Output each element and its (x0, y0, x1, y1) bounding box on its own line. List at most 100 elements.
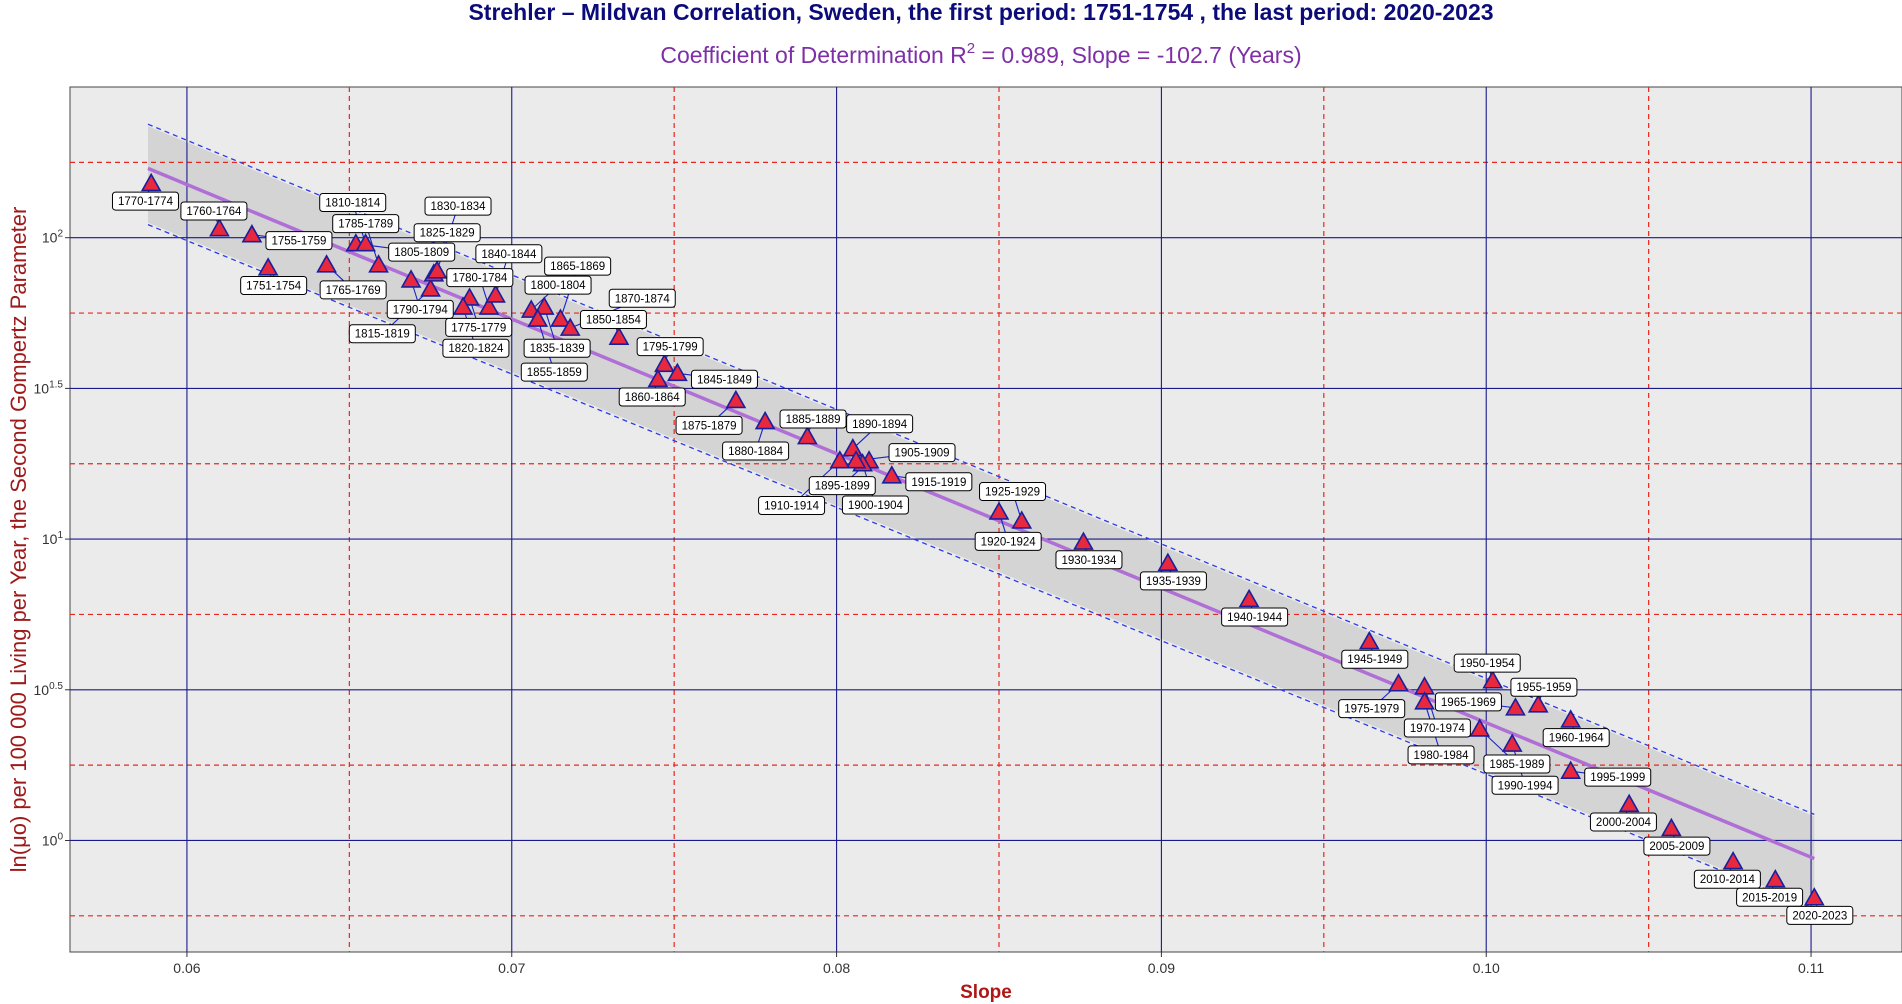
data-point (667, 362, 688, 382)
point-label-box (348, 324, 416, 344)
fit-line (147, 166, 1815, 861)
point-label-box (332, 214, 400, 234)
point-label-box (523, 338, 591, 358)
point-label-box (579, 309, 647, 329)
point-label-box (1542, 728, 1610, 748)
point-label: 1820-1824 (448, 343, 504, 355)
point-label: 1960-1964 (1549, 733, 1605, 745)
y-axis-ticks: 100 100.5 101 101.5 102 (34, 229, 70, 848)
point-label-box (974, 531, 1042, 551)
point-label: 1815-1819 (355, 329, 410, 341)
point-label: 1920-1924 (981, 536, 1037, 548)
data-point (725, 389, 747, 409)
point-label-box (544, 256, 612, 276)
point-label: 1785-1789 (338, 219, 393, 231)
point-label: 1910-1914 (764, 501, 820, 513)
data-point (1764, 869, 1786, 888)
point-label-box (722, 441, 790, 461)
point-label-box (1403, 718, 1471, 738)
chart-subtitle: Coefficient of Determination R2 = 0.989,… (660, 40, 1301, 68)
point-label: 1870-1874 (615, 293, 671, 305)
data-point (1469, 718, 1491, 737)
data-point (829, 450, 851, 469)
point-label-box (265, 231, 333, 251)
x-tick-label: 0.06 (173, 960, 200, 976)
point-label-box (319, 193, 387, 213)
point-label: 1765-1769 (326, 285, 381, 297)
point-label: 1825-1829 (420, 228, 475, 240)
data-point (1560, 709, 1582, 728)
data-point (647, 368, 669, 388)
point-label: 2020-2023 (1792, 910, 1847, 922)
data-point (550, 308, 571, 327)
data-point (654, 353, 675, 373)
data-point (559, 317, 581, 336)
point-label: 1865-1869 (550, 261, 605, 273)
point-label: 1985-1989 (1489, 759, 1544, 771)
point-label: 1780-1784 (452, 273, 508, 285)
data-point (1618, 793, 1640, 813)
point-label-box (1483, 754, 1551, 774)
point-label-box (636, 337, 704, 357)
point-label-box (424, 196, 492, 216)
point-label: 1805-1809 (394, 247, 449, 259)
data-point (1157, 552, 1179, 572)
point-label: 2015-2019 (1742, 892, 1797, 904)
data-point (426, 260, 448, 279)
point-label-box (445, 317, 513, 337)
point-label: 1835-1839 (530, 343, 585, 355)
point-label: 1790-1794 (393, 304, 449, 316)
point-label: 1830-1834 (431, 201, 487, 213)
data-point (533, 296, 555, 315)
point-label-box (979, 482, 1047, 502)
point-label: 1795-1799 (643, 342, 698, 354)
point-label: 1945-1949 (1347, 654, 1402, 666)
point-label-box (524, 275, 592, 295)
point-label-box (520, 362, 588, 382)
point-label: 1755-1759 (271, 236, 326, 248)
point-label: 1760-1764 (186, 206, 242, 218)
point-label: 1840-1844 (481, 249, 537, 261)
y-tick-label: 101 (42, 530, 64, 547)
point-label-box (111, 191, 179, 211)
point-label: 1995-1999 (1590, 772, 1645, 784)
point-label: 2010-2014 (1700, 874, 1756, 886)
data-point (1661, 817, 1682, 837)
data-point (420, 278, 441, 297)
point-label-box (413, 223, 481, 243)
point-label: 1955-1959 (1516, 682, 1571, 694)
data-point (1722, 850, 1744, 870)
data-point (209, 218, 230, 237)
point-label-box (888, 443, 956, 463)
point-label-box (758, 496, 826, 516)
point-label: 1935-1939 (1146, 576, 1201, 588)
point-label-box (1736, 887, 1804, 907)
point-label-box (1434, 692, 1502, 712)
chart-title: Strehler – Mildvan Correlation, Sweden, … (468, 0, 1493, 25)
point-label: 1890-1894 (852, 419, 908, 431)
point-label-box (905, 472, 973, 492)
point-label: 1905-1909 (895, 448, 950, 460)
data-point (527, 308, 549, 327)
point-label-box (618, 387, 686, 407)
data-point (1560, 760, 1582, 779)
x-axis-label: Slope (960, 982, 1012, 1003)
data-point (1505, 697, 1526, 716)
data-point (452, 296, 474, 315)
point-label-box (608, 288, 676, 308)
data-point (1388, 673, 1409, 692)
point-label-box (1407, 745, 1475, 765)
point-label: 1875-1879 (682, 420, 737, 432)
point-label-box (442, 338, 510, 358)
point-label-box (475, 244, 543, 264)
data-point (400, 269, 422, 288)
point-label-box (1139, 571, 1207, 591)
point-label-box (841, 495, 909, 515)
data-point (1414, 691, 1435, 710)
data-point (316, 254, 337, 273)
data-point (1482, 670, 1504, 689)
data-point (881, 465, 903, 484)
point-label: 1770-1774 (118, 196, 174, 208)
point-label-box (1589, 812, 1657, 832)
point-label-box (1338, 699, 1406, 719)
